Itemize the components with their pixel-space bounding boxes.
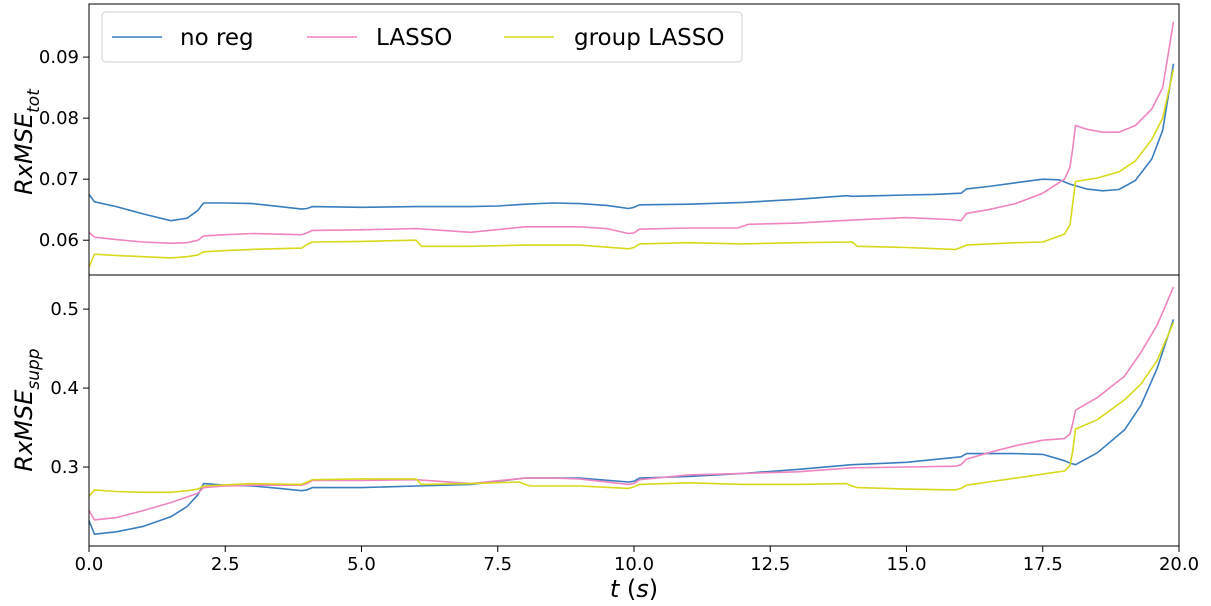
x-tick-label: 10.0 [614, 554, 654, 575]
bottom-plot-frame [88, 274, 1180, 547]
top-series-group [88, 21, 1175, 268]
x-tick-label: 0.0 [75, 554, 104, 575]
bottom-series-no-reg [88, 319, 1175, 536]
x-tick-label: 20.0 [1159, 554, 1199, 575]
bottom-y-tick-label: 0.5 [50, 299, 79, 320]
legend-label-lasso: LASSO [376, 25, 452, 51]
top-series-group-lasso [88, 69, 1175, 268]
bottom-panel: 0.3 0.4 0.5 0.0 2.5 5.0 7.5 10.0 12.5 15.0 17.5 20… [10, 286, 1199, 603]
legend: no reg LASSO group LASSO [101, 11, 743, 63]
top-panel: 0.06 0.07 0.08 0.09 RxMSEtot [10, 21, 1175, 268]
legend-label-group-lasso: group LASSO [574, 25, 725, 51]
top-series-lasso [88, 21, 1175, 245]
bottom-y-tick-label: 0.4 [50, 378, 79, 399]
x-axis-label: t (s) [610, 575, 658, 603]
bottom-x-ticks: 0.0 2.5 5.0 7.5 10.0 12.5 15.0 17.5 20.0 [75, 546, 1199, 575]
top-series-no-reg [88, 63, 1175, 222]
bottom-y-axis-label: RxMSEsupp [10, 348, 44, 471]
top-y-tick-label: 0.08 [39, 108, 79, 129]
x-tick-label: 2.5 [211, 554, 240, 575]
top-y-tick-label: 0.09 [39, 47, 79, 68]
bottom-series-group [88, 286, 1175, 536]
x-tick-label: 5.0 [347, 554, 376, 575]
legend-box [101, 11, 743, 63]
bottom-y-ticks: 0.3 0.4 0.5 [50, 299, 89, 478]
bottom-series-group-lasso [88, 322, 1175, 497]
top-y-tick-label: 0.06 [39, 230, 79, 251]
bottom-series-lasso [88, 286, 1175, 521]
x-tick-label: 7.5 [483, 554, 512, 575]
legend-label-no-reg: no reg [180, 25, 254, 51]
top-y-ticks: 0.06 0.07 0.08 0.09 [39, 47, 89, 251]
top-y-tick-label: 0.07 [39, 169, 79, 190]
top-y-axis-label: RxMSEtot [10, 88, 44, 195]
x-tick-label: 17.5 [1023, 554, 1063, 575]
x-tick-label: 12.5 [750, 554, 790, 575]
bottom-y-tick-label: 0.3 [50, 457, 79, 478]
x-tick-label: 15.0 [886, 554, 926, 575]
